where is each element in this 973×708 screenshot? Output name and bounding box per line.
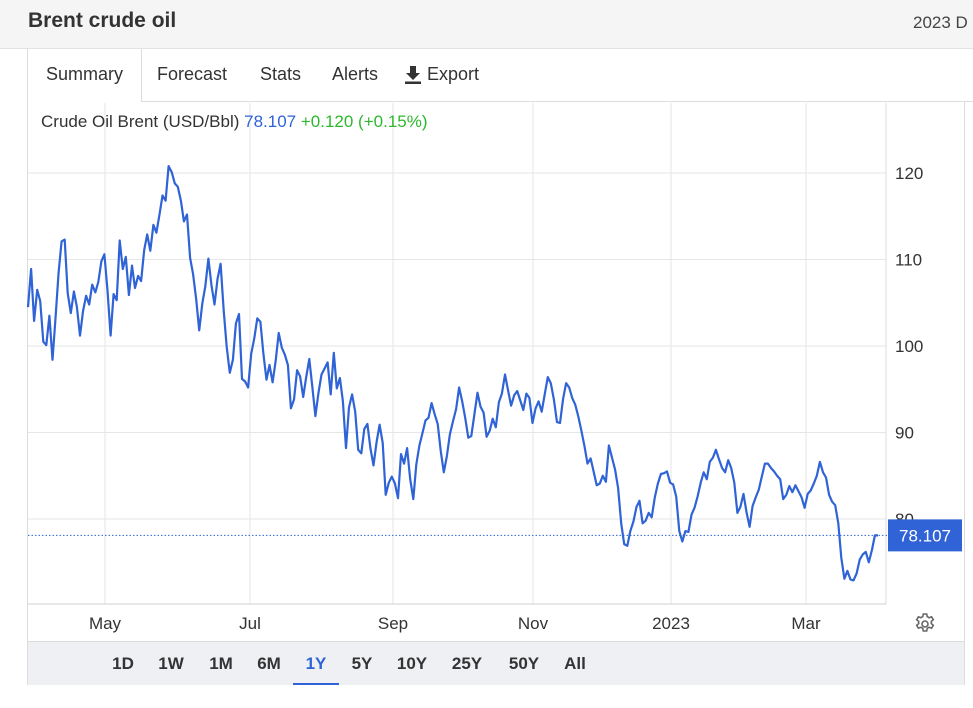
range-25y[interactable]: 25Y (451, 654, 483, 673)
y-tick-label: 110 (895, 251, 922, 270)
last-value-label: 78.107 (899, 526, 951, 545)
top-bar: Brent crude oil 2023 D (0, 0, 973, 49)
tab-export[interactable]: Export (404, 49, 479, 101)
range-10y[interactable]: 10Y (396, 654, 428, 673)
y-tick-label: 90 (895, 424, 914, 443)
range-selector: 1D 1W 1M 6M 1Y 5Y 10Y 25Y 50Y All (28, 641, 964, 685)
range-all[interactable]: All (564, 654, 586, 673)
tab-bar: Summary Forecast Stats Alerts Export (27, 49, 973, 102)
x-tick-label: Nov (518, 614, 549, 633)
x-tick-label: Jul (239, 614, 261, 633)
range-1w[interactable]: 1W (158, 654, 184, 673)
range-5y[interactable]: 5Y (351, 654, 373, 673)
chart-legend: Crude Oil Brent (USD/Bbl) 78.107 +0.120 … (41, 112, 428, 132)
tab-forecast[interactable]: Forecast (157, 49, 227, 101)
tab-alerts-label: Alerts (332, 64, 379, 84)
range-1m[interactable]: 1M (209, 654, 233, 673)
y-tick-label: 120 (895, 164, 923, 183)
tab-summary[interactable]: Summary (27, 49, 143, 102)
download-icon (405, 66, 421, 85)
x-tick-label: Mar (791, 614, 821, 633)
tab-alerts[interactable]: Alerts (332, 49, 378, 101)
tab-stats[interactable]: Stats (260, 49, 301, 101)
tab-stats-label: Stats (260, 64, 302, 84)
y-tick-label: 100 (895, 337, 923, 356)
x-tick-label: 2023 (652, 614, 690, 633)
legend-change: +0.120 (+0.15%) (300, 112, 428, 131)
legend-series-name: Crude Oil Brent (USD/Bbl) (41, 112, 240, 131)
range-1y[interactable]: 1Y (293, 642, 339, 685)
range-50y[interactable]: 50Y (508, 654, 540, 673)
page-title: Brent crude oil (28, 9, 177, 32)
top-right-text: 2023 D (913, 13, 968, 32)
legend-price: 78.107 (244, 112, 297, 131)
gear-icon[interactable] (913, 612, 937, 636)
tab-export-label: Export (427, 64, 480, 84)
range-1d[interactable]: 1D (112, 654, 134, 673)
last-value-badge (888, 519, 962, 552)
tab-summary-label: Summary (46, 64, 124, 84)
x-tick-label: May (89, 614, 122, 633)
range-6m[interactable]: 6M (257, 654, 281, 673)
series-line (26, 165, 878, 582)
tab-forecast-label: Forecast (157, 64, 228, 84)
x-tick-label: Sep (378, 614, 408, 633)
